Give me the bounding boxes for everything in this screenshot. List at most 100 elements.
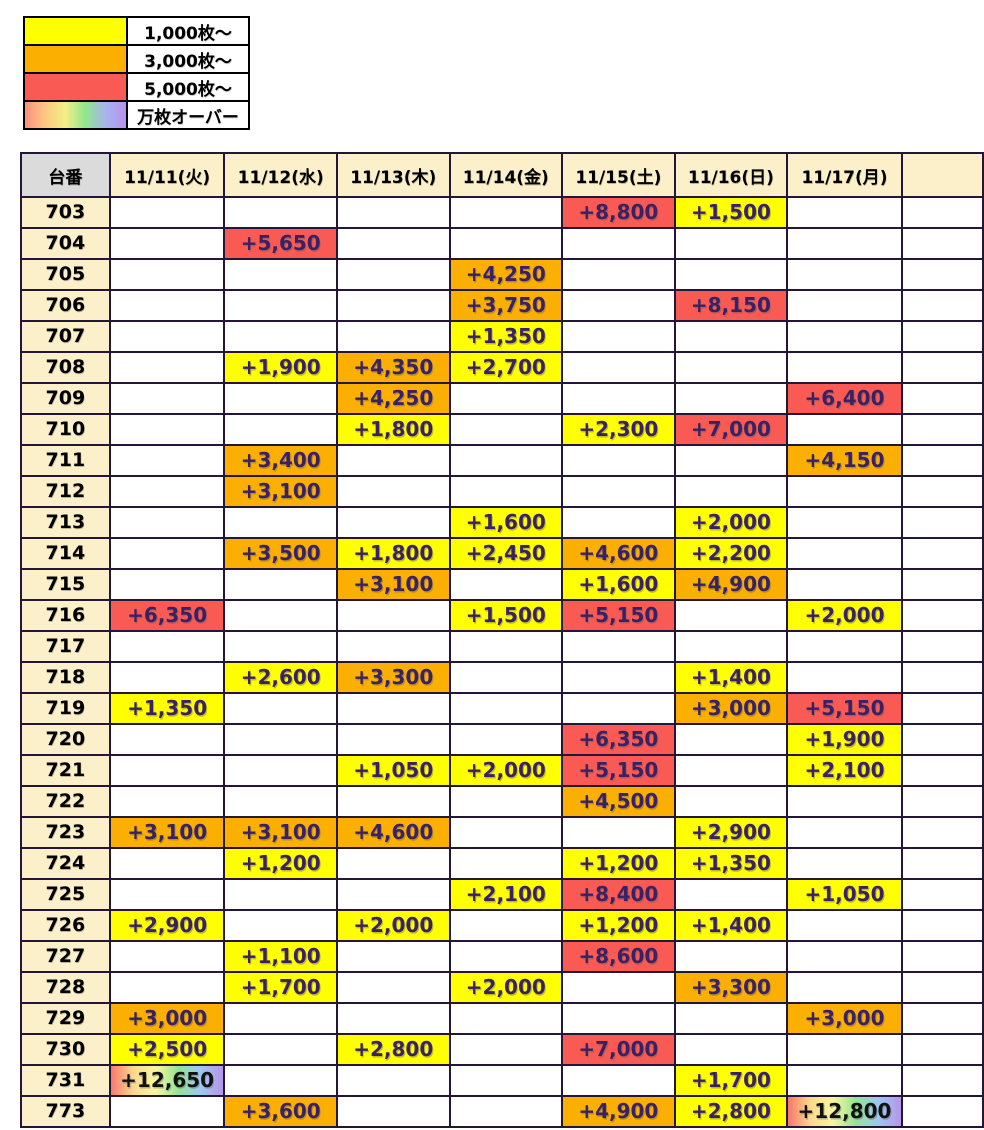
empty-cell <box>673 785 789 818</box>
result-cell: +2,800 <box>335 1033 451 1066</box>
table-row: 706 +3,750 +8,150 <box>20 289 984 322</box>
result-cell: +2,200 <box>673 537 789 570</box>
empty-cell <box>448 940 564 973</box>
result-cell: +3,100 <box>223 475 338 508</box>
empty-cell <box>223 630 338 663</box>
machine-number-cell: 716 <box>20 599 111 632</box>
empty-cell <box>561 444 676 477</box>
table-row: 721 +1,050 +2,000 +5,150 +2,100 <box>20 754 984 787</box>
date-col-header-7: 11/17(月) <box>786 152 903 198</box>
empty-cell <box>448 196 564 229</box>
result-cell: +4,150 <box>786 444 903 477</box>
table-row: 723 +3,100 +3,100 +4,600 +2,900 <box>20 816 984 849</box>
date-col-header-5: 11/15(土) <box>561 152 676 198</box>
cutoff-cell <box>900 785 984 818</box>
table-row: 715 +3,100 +1,600 +4,900 <box>20 568 984 601</box>
empty-cell <box>335 940 451 973</box>
empty-cell <box>673 1002 789 1035</box>
machine-number-cell: 714 <box>20 537 111 570</box>
empty-cell <box>223 723 338 756</box>
result-cell: +3,300 <box>673 971 789 1004</box>
empty-cell <box>108 289 226 322</box>
result-cell: +3,100 <box>223 816 338 849</box>
result-cell: +1,900 <box>223 351 338 384</box>
empty-cell <box>223 1033 338 1066</box>
result-cell: +4,900 <box>561 1095 676 1128</box>
result-cell: +2,000 <box>673 506 789 539</box>
empty-cell <box>448 444 564 477</box>
empty-cell <box>448 227 564 260</box>
empty-cell <box>108 878 226 911</box>
empty-cell <box>335 320 451 353</box>
table-row: 722 +4,500 <box>20 785 984 818</box>
empty-cell <box>673 878 789 911</box>
machine-number-cell: 704 <box>20 227 111 260</box>
cutoff-cell <box>900 258 984 291</box>
result-cell: +5,150 <box>786 692 903 725</box>
empty-cell <box>561 1064 676 1097</box>
empty-cell <box>335 475 451 508</box>
empty-cell <box>335 506 451 539</box>
result-cell: +2,000 <box>786 599 903 632</box>
empty-cell <box>335 289 451 322</box>
cutoff-cell <box>900 909 984 942</box>
machine-number-cell: 723 <box>20 816 111 849</box>
machine-col-header: 台番 <box>20 152 111 198</box>
machine-number-cell: 706 <box>20 289 111 322</box>
cutoff-cell <box>900 1095 984 1128</box>
result-cell: +6,400 <box>786 382 903 415</box>
result-cell: +3,400 <box>223 444 338 477</box>
table-row: 724 +1,200 +1,200 +1,350 <box>20 847 984 880</box>
empty-cell <box>335 1064 451 1097</box>
cutoff-cell <box>900 506 984 539</box>
machine-number-cell: 703 <box>20 196 111 229</box>
header-row: 台番 11/11(火) 11/12(水) 11/13(木) 11/14(金) 1… <box>20 152 984 198</box>
empty-cell <box>335 1095 451 1128</box>
result-cell: +4,600 <box>335 816 451 849</box>
machine-number-cell: 724 <box>20 847 111 880</box>
empty-cell <box>673 351 789 384</box>
empty-cell <box>561 971 676 1004</box>
empty-cell <box>673 258 789 291</box>
empty-cell <box>786 630 903 663</box>
empty-cell <box>561 320 676 353</box>
result-cell: +1,350 <box>108 692 226 725</box>
result-cell: +1,050 <box>335 754 451 787</box>
result-cell: +1,350 <box>673 847 789 880</box>
result-cell: +8,150 <box>673 289 789 322</box>
result-cell: +1,800 <box>335 537 451 570</box>
cutoff-cell <box>900 1002 984 1035</box>
empty-cell <box>335 258 451 291</box>
empty-cell <box>223 878 338 911</box>
table-row: 730 +2,500 +2,800 +7,000 <box>20 1033 984 1066</box>
result-cell: +1,600 <box>448 506 564 539</box>
machine-number-cell: 731 <box>20 1064 111 1097</box>
result-cell: +1,800 <box>335 413 451 446</box>
empty-cell <box>561 351 676 384</box>
machine-number-cell: 709 <box>20 382 111 415</box>
result-cell: +1,500 <box>673 196 789 229</box>
empty-cell <box>335 599 451 632</box>
empty-cell <box>108 227 226 260</box>
machine-number-cell: 718 <box>20 661 111 694</box>
empty-cell <box>335 227 451 260</box>
empty-cell <box>786 568 903 601</box>
empty-cell <box>561 382 676 415</box>
result-cell: +4,250 <box>335 382 451 415</box>
empty-cell <box>335 1002 451 1035</box>
machine-number-cell: 711 <box>20 444 111 477</box>
empty-cell <box>786 320 903 353</box>
cutoff-cell <box>900 444 984 477</box>
result-cell: +3,500 <box>223 537 338 570</box>
empty-cell <box>108 475 226 508</box>
empty-cell <box>448 1095 564 1128</box>
empty-cell <box>786 537 903 570</box>
date-col-header-2: 11/12(水) <box>223 152 338 198</box>
table-row: 731 +12,650 +1,700 <box>20 1064 984 1097</box>
empty-cell <box>786 971 903 1004</box>
table-row: 716 +6,350 +1,500 +5,150 +2,000 <box>20 599 984 632</box>
empty-cell <box>223 754 338 787</box>
empty-cell <box>223 1002 338 1035</box>
legend-swatch-1000 <box>23 16 128 46</box>
